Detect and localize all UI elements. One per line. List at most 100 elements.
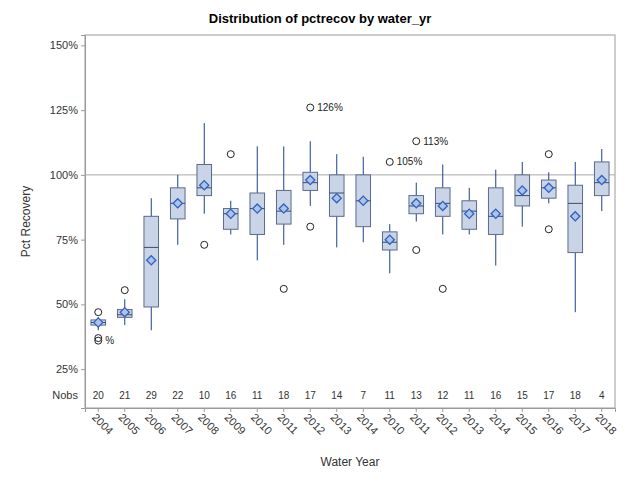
background <box>0 0 640 480</box>
outlier <box>413 138 420 145</box>
whisker-low <box>230 229 231 234</box>
box <box>303 104 318 230</box>
whisker-low <box>469 229 470 234</box>
x-tick-label: 2012 <box>302 411 328 437</box>
whisker-high <box>257 146 258 193</box>
box <box>197 123 212 248</box>
outlier <box>413 246 420 253</box>
box-mean <box>597 175 606 184</box>
box <box>568 162 583 312</box>
x-tick: 2016 <box>540 408 566 437</box>
reference-line <box>85 174 615 175</box>
whisker-high <box>363 157 364 175</box>
outlier-label: % <box>105 335 114 346</box>
x-tick-label: 2010 <box>381 411 407 437</box>
x-tick-label: 2017 <box>567 411 593 437</box>
whisker-high <box>548 172 549 180</box>
box-body <box>568 185 583 252</box>
y-tick-mark <box>81 369 85 370</box>
x-tick-label: 2018 <box>593 411 619 437</box>
outlier <box>307 223 314 230</box>
nobs-value: 15 <box>517 390 529 401</box>
y-tick: 100% <box>50 169 85 181</box>
whisker-low <box>575 253 576 313</box>
outlier <box>280 285 287 292</box>
x-axis-line <box>86 409 616 413</box>
whisker-high <box>495 170 496 188</box>
x-tick-label: 2009 <box>222 411 248 437</box>
y-axis-title: Pct Recovery <box>19 186 33 257</box>
box-mean <box>94 318 103 327</box>
whisker-high <box>177 175 178 188</box>
x-tick: 2013 <box>328 408 354 437</box>
x-tick: 2010 <box>249 408 275 437</box>
whisker-low <box>442 216 443 234</box>
y-tick-label: 50% <box>56 298 78 310</box>
outlier <box>95 337 102 344</box>
box-mean <box>147 256 156 265</box>
y-tick-mark <box>81 175 85 176</box>
nobs-value: 13 <box>411 390 423 401</box>
x-axis: 2004200520062007200820092010201120122013… <box>86 408 620 437</box>
x-tick: 2013 <box>461 408 487 437</box>
x-tick-label: 2007 <box>169 411 195 437</box>
nobs-value: 14 <box>331 390 343 401</box>
whisker-low <box>177 219 178 245</box>
whisker-high <box>389 224 390 232</box>
whisker-high <box>230 201 231 209</box>
x-tick: 2011 <box>408 408 433 436</box>
x-tick: 2005 <box>116 408 142 437</box>
title: Distribution of pctrecov by water_yr <box>209 11 432 26</box>
plot-frame <box>85 35 615 408</box>
whisker-high <box>469 188 470 201</box>
box-mean <box>173 199 182 208</box>
whisker-low <box>257 234 258 260</box>
box <box>435 165 450 293</box>
x-tick: 2008 <box>196 408 222 437</box>
box-body <box>250 193 265 234</box>
whisker-low <box>310 190 311 206</box>
whisker-low <box>124 317 125 325</box>
box-mean <box>465 209 474 218</box>
x-tick-label: 2016 <box>540 411 566 437</box>
y-tick: 25% <box>56 363 85 375</box>
box <box>594 149 609 211</box>
box <box>250 146 265 260</box>
whisker-low <box>363 227 364 243</box>
nobs-value: 18 <box>278 390 290 401</box>
box-body <box>462 201 477 229</box>
box-mean <box>491 209 500 218</box>
y-tick: 50% <box>56 298 85 310</box>
box-mean <box>306 175 315 184</box>
whisker-high <box>310 141 311 172</box>
box-body <box>488 188 503 235</box>
box <box>356 157 371 242</box>
box <box>144 198 159 330</box>
whisker-high <box>575 162 576 185</box>
x-tick-label: 2005 <box>116 411 142 437</box>
x-tick-label: 2012 <box>434 411 460 437</box>
plot-marks <box>91 104 609 344</box>
x-tick: 2015 <box>514 408 540 437</box>
nobs-value: 17 <box>543 390 555 401</box>
whisker-low <box>151 307 152 330</box>
y-tick-mark <box>81 45 85 46</box>
whisker-low <box>522 206 523 227</box>
box-body <box>541 180 556 198</box>
x-tick: 2014 <box>487 408 513 437</box>
box-body <box>594 162 609 196</box>
box <box>223 151 238 235</box>
outlier-label: 126% <box>317 102 343 113</box>
y-tick-label: 150% <box>50 39 78 51</box>
whisker-low <box>495 234 496 265</box>
x-tick: 2009 <box>222 408 248 437</box>
box-mean <box>359 196 368 205</box>
box-mean <box>412 199 421 208</box>
chart: Distribution of pctrecov by water_yr 25% 5… <box>0 0 640 480</box>
box <box>515 162 530 227</box>
box <box>276 146 291 292</box>
y-tick-mark <box>81 110 85 111</box>
box-body <box>409 196 424 214</box>
outlier-label: 105% <box>397 156 423 167</box>
box-body <box>382 232 397 250</box>
